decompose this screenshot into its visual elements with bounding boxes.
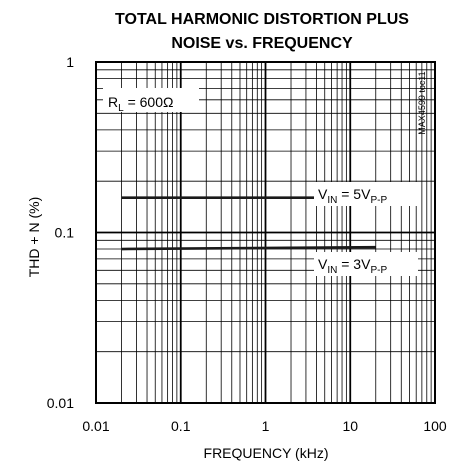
x-tick-label: 1 [262,418,270,434]
load-resistance-annotation: RL = 600Ω [108,94,173,114]
annotations: RL = 600Ω [103,88,199,114]
y-tick-label: 0.1 [55,225,75,241]
series-label-background [314,182,418,206]
chart-title-line-2: NOISE vs. FREQUENCY [171,35,353,52]
series-label: VIN = 5VP-P [318,186,387,206]
y-tick-label: 0.01 [47,395,74,411]
y-tick-label: 1 [66,54,74,70]
tick-labels: 0.01 0.1 1 10 100 0.01 0.1 1 [47,54,447,434]
y-axis-label: THD + N (%) [26,197,42,278]
chart-title: TOTAL HARMONIC DISTORTION PLUS NOISE vs.… [115,11,409,52]
series-line [121,245,376,251]
x-tick-label: 100 [423,418,447,434]
x-axis-label: FREQUENCY (kHz) [204,445,329,461]
x-tick-label: 0.1 [171,418,191,434]
series-lines: VIN = 5VP-P VIN = 3VP-P [121,182,418,276]
figure-id-note: MAX4599 toc11 [417,71,427,134]
chart-title-line-1: TOTAL HARMONIC DISTORTION PLUS [115,11,409,28]
plot-area [95,61,436,404]
series-label-background [314,252,418,276]
series-label: VIN = 3VP-P [318,256,387,276]
load-annotation-background [103,88,199,112]
x-tick-label: 0.01 [82,418,109,434]
x-tick-label: 10 [342,418,358,434]
grid [95,62,435,404]
plot-border [95,61,436,404]
